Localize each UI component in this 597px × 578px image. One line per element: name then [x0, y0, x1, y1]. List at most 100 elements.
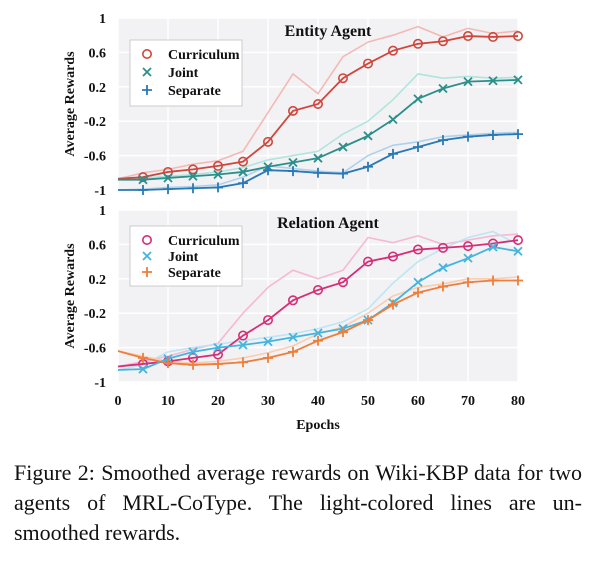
- data-point-joint: [188, 347, 198, 357]
- raw-line-curriculum: [117, 25, 519, 180]
- data-point-joint: [263, 336, 273, 347]
- series-line-curriculum: [117, 35, 519, 180]
- legend-marker-joint: [142, 67, 152, 77]
- figure-caption: Figure 2: Smoothed average rewards on Wi…: [14, 460, 582, 545]
- legend-marker-curriculum: [142, 48, 153, 59]
- y-axis-label: Average Rewards: [63, 243, 78, 349]
- data-point-joint: [238, 340, 248, 350]
- data-point-separate: [313, 167, 323, 178]
- x-tick-label: 50: [361, 394, 375, 409]
- data-point-joint: [288, 332, 298, 342]
- data-point-curriculum: [213, 349, 224, 360]
- legend-label-curriculum: Curriculum: [168, 48, 240, 63]
- x-tick-label: 60: [411, 394, 425, 409]
- legend-label-curriculum: Curriculum: [168, 234, 240, 249]
- data-point-separate: [238, 178, 248, 189]
- legend-marker-separate: [142, 267, 152, 277]
- data-point-curriculum: [337, 277, 348, 288]
- data-point-joint: [238, 167, 248, 177]
- legend-marker-curriculum: [142, 235, 153, 246]
- data-point-joint: [463, 77, 473, 87]
- data-point-separate: [263, 352, 273, 363]
- data-point-joint: [188, 171, 198, 181]
- legend-label-separate: Separate: [168, 84, 221, 99]
- data-point-curriculum: [387, 251, 398, 262]
- data-point-separate: [163, 184, 173, 195]
- raw-line-joint: [117, 230, 519, 371]
- legend-label-joint: Joint: [168, 250, 199, 265]
- data-point-curriculum: [312, 99, 323, 110]
- data-point-joint: [413, 94, 423, 104]
- data-point-joint: [288, 157, 298, 168]
- y-tick-label: 0.6: [89, 238, 107, 253]
- y-tick-label: 0.6: [89, 46, 107, 61]
- data-point-curriculum: [412, 38, 423, 49]
- data-point-curriculum: [512, 235, 523, 246]
- data-point-separate: [238, 357, 248, 368]
- data-point-separate: [513, 129, 523, 140]
- chart-title: Entity Agent: [285, 23, 372, 40]
- y-tick-label: -0.6: [84, 150, 106, 165]
- data-point-joint: [513, 75, 523, 85]
- chart-panel-2: 1 0.6 0.2 -0.2 -0.6 -1 0 10 20 30 40 50 60 70 80 Averag…: [63, 204, 525, 433]
- data-point-joint: [363, 131, 373, 141]
- data-point-joint: [138, 364, 148, 374]
- data-point-separate: [213, 358, 223, 369]
- data-point-curriculum: [287, 295, 298, 306]
- data-point-separate: [338, 168, 348, 179]
- data-point-joint: [438, 83, 448, 94]
- x-tick-label: 40: [311, 394, 325, 409]
- data-point-joint: [213, 342, 223, 353]
- data-point-separate: [388, 148, 398, 159]
- x-tick-label: 0: [115, 394, 122, 409]
- legend-label-joint: Joint: [168, 66, 199, 81]
- data-point-separate: [413, 142, 423, 152]
- data-point-curriculum: [437, 36, 448, 47]
- x-tick-label: 30: [261, 394, 275, 409]
- data-point-joint: [488, 242, 498, 252]
- legend-marker-joint: [142, 251, 152, 261]
- data-point-curriculum: [262, 136, 273, 147]
- y-tick-label: 0.2: [89, 81, 107, 96]
- y-tick-label: -1: [94, 376, 106, 391]
- data-point-separate: [513, 275, 523, 286]
- y-axis-label: Average Rewards: [63, 51, 78, 157]
- data-point-separate: [263, 165, 273, 176]
- data-point-joint: [488, 76, 498, 86]
- data-point-separate: [138, 185, 148, 195]
- y-tick-label: -0.2: [84, 307, 106, 322]
- legend-label-separate: Separate: [168, 266, 221, 281]
- chart-title: Relation Agent: [277, 215, 379, 232]
- y-tick-label: -1: [94, 184, 106, 199]
- data-point-separate: [363, 161, 373, 172]
- chart-svg: 1 0.6 0.2 -0.2 -0.6 -1 Average Rewards Entity A…: [63, 12, 525, 433]
- data-point-curriculum: [163, 166, 174, 177]
- data-point-separate: [288, 346, 298, 357]
- y-tick-label: -0.2: [84, 115, 106, 130]
- data-point-joint: [138, 175, 148, 185]
- raw-line-joint: [117, 73, 519, 181]
- data-point-curriculum: [188, 164, 199, 175]
- y-tick-label: 0.2: [89, 273, 107, 288]
- data-point-joint: [163, 173, 173, 183]
- data-point-separate: [188, 183, 198, 194]
- y-tick-label: 1: [99, 12, 106, 27]
- data-point-curriculum: [238, 330, 249, 341]
- data-point-joint: [313, 328, 323, 338]
- data-point-separate: [488, 129, 498, 140]
- data-point-separate: [463, 277, 473, 288]
- data-point-separate: [488, 275, 498, 286]
- data-point-curriculum: [138, 172, 149, 183]
- x-axis-label: Epochs: [296, 418, 340, 433]
- data-point-separate: [288, 166, 298, 177]
- data-point-separate: [438, 281, 448, 292]
- data-point-separate: [313, 335, 323, 346]
- raw-line-curriculum: [117, 233, 519, 368]
- data-point-separate: [363, 315, 373, 326]
- data-point-joint: [388, 114, 398, 125]
- data-point-curriculum: [487, 31, 498, 42]
- data-point-joint: [313, 153, 323, 163]
- data-point-curriculum: [238, 156, 249, 167]
- data-point-separate: [188, 359, 198, 370]
- data-point-curriculum: [512, 31, 523, 42]
